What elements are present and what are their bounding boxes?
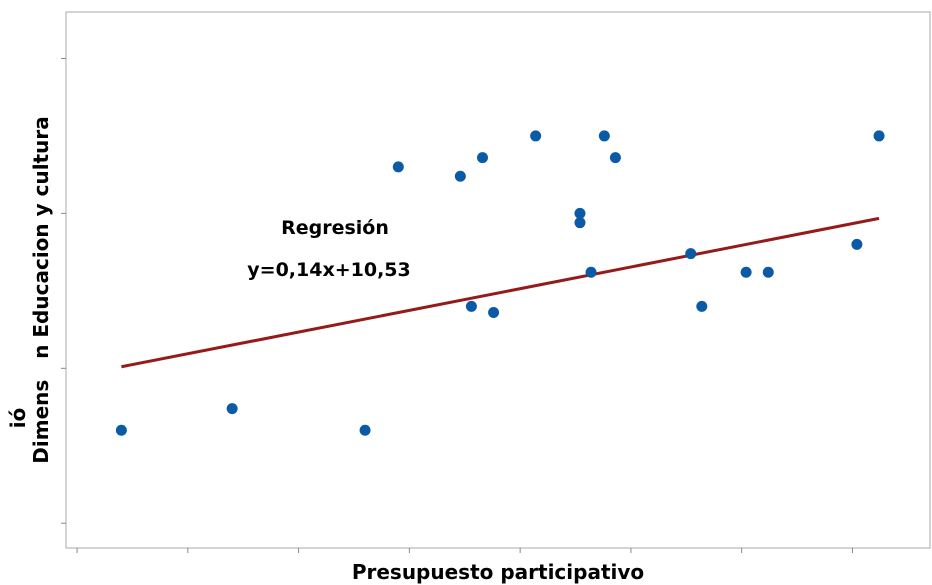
data-point (574, 217, 586, 229)
regression-line (121, 216, 880, 369)
data-points (115, 130, 885, 436)
data-point (609, 152, 621, 164)
data-point (476, 152, 488, 164)
data-point (226, 403, 238, 415)
data-point (740, 266, 752, 278)
data-point (685, 248, 697, 260)
data-point (359, 424, 371, 436)
plot-area-frame (65, 11, 931, 549)
data-point (488, 307, 500, 319)
data-point (574, 207, 586, 219)
y-axis-ticks (61, 57, 66, 524)
x-axis-label: Presupuesto participativo (352, 560, 644, 584)
data-point (851, 238, 863, 250)
data-point (873, 130, 885, 142)
y-axis-label-line2: Dimens n Educacion y cultura (29, 116, 53, 463)
data-point (530, 130, 542, 142)
data-point (585, 266, 597, 278)
data-point (696, 300, 708, 312)
data-point (762, 266, 774, 278)
regression-line-group (121, 216, 880, 369)
data-point (392, 161, 404, 173)
y-axis-label-line1: ió (6, 408, 30, 429)
data-point (465, 300, 477, 312)
regression-equation: y=0,14x+10,53 (247, 259, 410, 281)
x-axis-ticks (76, 548, 853, 553)
data-point (598, 130, 610, 142)
data-point (454, 170, 466, 182)
regression-label: Regresión (281, 217, 389, 239)
data-point (115, 424, 127, 436)
